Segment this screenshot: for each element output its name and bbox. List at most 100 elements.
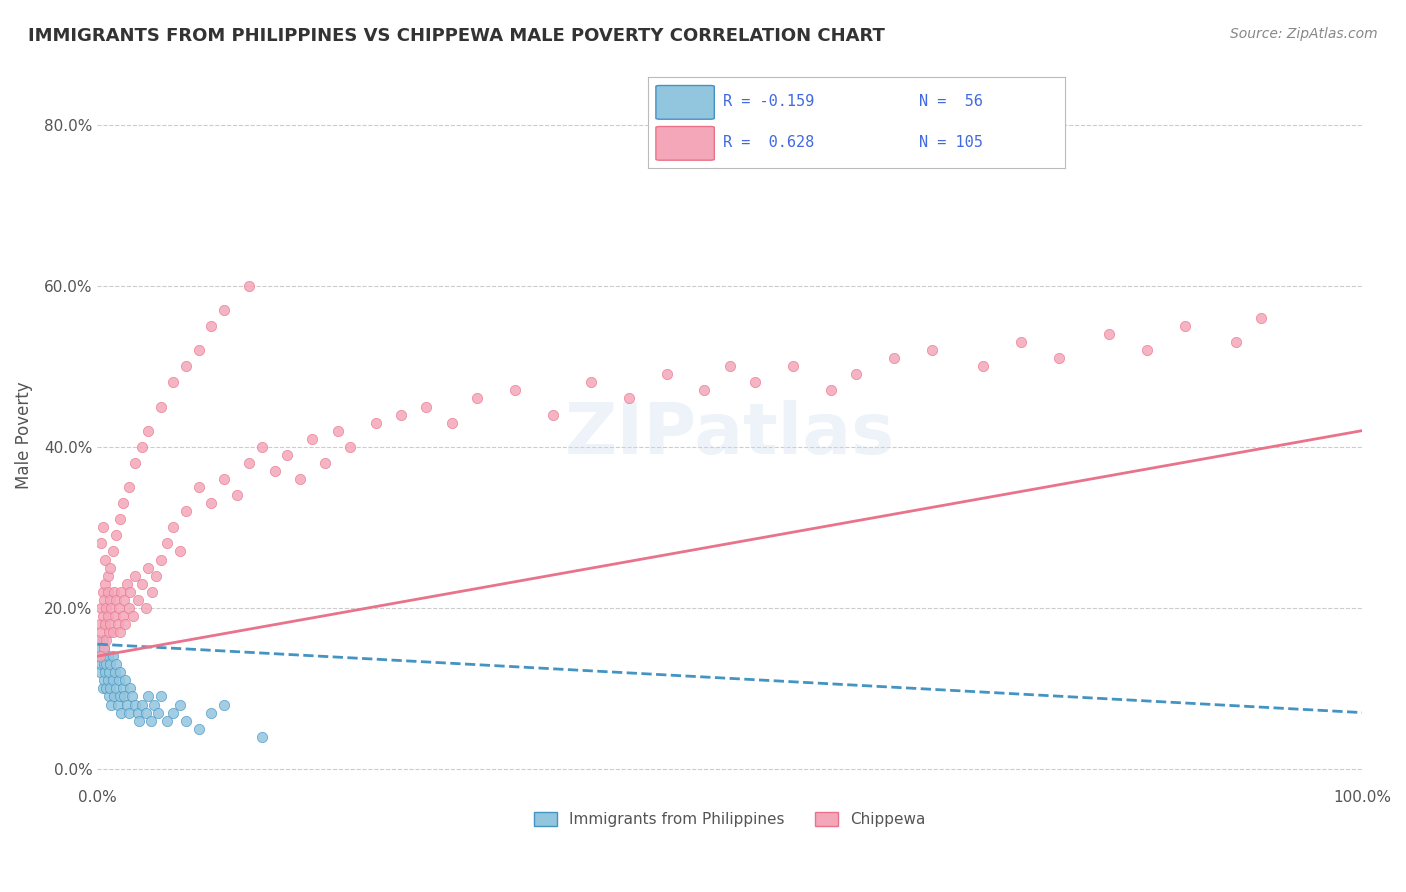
Point	[820, 384, 842, 398]
Point	[98, 657, 121, 672]
Point	[114, 617, 136, 632]
Y-axis label: Male Poverty: Male Poverty	[15, 381, 32, 489]
Point	[200, 706, 222, 720]
Point	[93, 592, 115, 607]
Point	[94, 649, 117, 664]
Point	[326, 424, 349, 438]
Point	[97, 649, 120, 664]
Point	[103, 690, 125, 704]
Point	[1225, 334, 1247, 349]
Point	[136, 424, 159, 438]
Point	[115, 576, 138, 591]
Point	[276, 448, 298, 462]
Point	[110, 512, 132, 526]
Point	[156, 714, 179, 728]
Point	[108, 600, 131, 615]
Point	[91, 681, 114, 696]
Point	[97, 690, 120, 704]
Point	[94, 665, 117, 680]
Point	[131, 440, 153, 454]
Point	[465, 392, 488, 406]
Point	[141, 584, 163, 599]
Point	[883, 351, 905, 366]
Point	[112, 592, 135, 607]
Point	[87, 633, 110, 648]
Point	[339, 440, 361, 454]
Point	[1098, 326, 1121, 341]
Point	[97, 568, 120, 582]
Point	[121, 690, 143, 704]
Point	[314, 456, 336, 470]
Point	[145, 568, 167, 582]
Point	[921, 343, 943, 358]
Point	[174, 714, 197, 728]
Point	[301, 432, 323, 446]
Point	[91, 584, 114, 599]
Point	[94, 617, 117, 632]
Point	[169, 698, 191, 712]
Point	[124, 456, 146, 470]
Point	[617, 392, 640, 406]
Point	[104, 609, 127, 624]
Point	[89, 649, 111, 664]
Point	[94, 576, 117, 591]
Point	[139, 714, 162, 728]
Point	[415, 400, 437, 414]
Point	[389, 408, 412, 422]
Point	[96, 681, 118, 696]
Point	[1136, 343, 1159, 358]
Point	[101, 649, 124, 664]
Point	[718, 359, 741, 374]
Point	[135, 706, 157, 720]
Point	[120, 584, 142, 599]
Point	[225, 488, 247, 502]
Point	[200, 318, 222, 333]
Point	[440, 416, 463, 430]
Point	[100, 698, 122, 712]
Point	[503, 384, 526, 398]
Point	[127, 592, 149, 607]
Text: Source: ZipAtlas.com: Source: ZipAtlas.com	[1230, 27, 1378, 41]
Text: ZIPatlas: ZIPatlas	[565, 401, 894, 469]
Point	[93, 641, 115, 656]
Point	[124, 568, 146, 582]
Point	[250, 440, 273, 454]
Point	[187, 722, 209, 736]
Point	[97, 584, 120, 599]
Point	[115, 698, 138, 712]
Point	[111, 609, 134, 624]
Point	[845, 368, 868, 382]
Point	[200, 496, 222, 510]
Point	[110, 690, 132, 704]
Point	[744, 376, 766, 390]
Point	[107, 617, 129, 632]
Point	[91, 633, 114, 648]
Point	[107, 698, 129, 712]
Text: IMMIGRANTS FROM PHILIPPINES VS CHIPPEWA MALE POVERTY CORRELATION CHART: IMMIGRANTS FROM PHILIPPINES VS CHIPPEWA …	[28, 27, 884, 45]
Point	[118, 600, 141, 615]
Point	[104, 665, 127, 680]
Point	[118, 706, 141, 720]
Point	[149, 690, 172, 704]
Point	[131, 576, 153, 591]
Point	[238, 456, 260, 470]
Point	[111, 681, 134, 696]
Point	[169, 544, 191, 558]
Point	[105, 528, 128, 542]
Point	[1174, 318, 1197, 333]
Point	[655, 368, 678, 382]
Point	[162, 706, 184, 720]
Point	[156, 536, 179, 550]
Point	[98, 592, 121, 607]
Point	[89, 665, 111, 680]
Point	[174, 359, 197, 374]
Point	[579, 376, 602, 390]
Point	[364, 416, 387, 430]
Point	[90, 600, 112, 615]
Point	[105, 681, 128, 696]
Point	[127, 706, 149, 720]
Point	[103, 584, 125, 599]
Point	[146, 706, 169, 720]
Point	[93, 673, 115, 688]
Point	[1047, 351, 1070, 366]
